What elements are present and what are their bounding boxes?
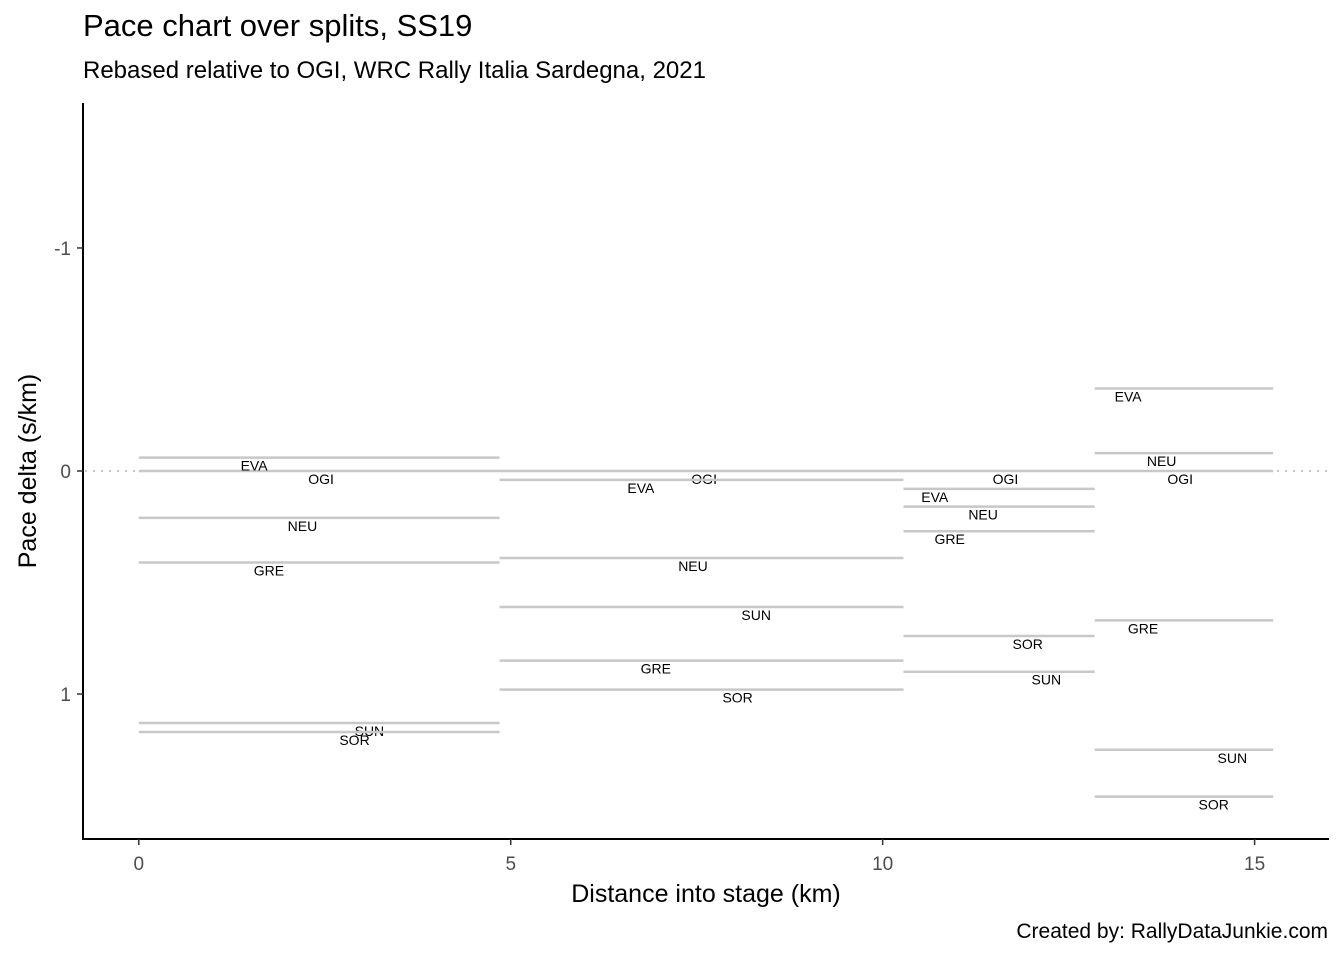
segment-label-neu-4: NEU <box>1147 453 1177 469</box>
segment-label-neu-2: NEU <box>678 558 708 574</box>
segment-label-ogi-3: OGI <box>993 471 1019 487</box>
y-tick-label: 0 <box>60 462 71 483</box>
segment-label-sun-2: SUN <box>741 607 771 623</box>
x-tick-label: 5 <box>505 854 516 875</box>
segment-label-sor-3: SOR <box>1013 636 1043 652</box>
segment-label-gre-4: GRE <box>1128 620 1158 636</box>
y-tick-label: -1 <box>54 239 71 260</box>
segment-label-gre-2: GRE <box>641 661 671 677</box>
segment-label-ogi-1: OGI <box>308 471 334 487</box>
segment-label-sor-2: SOR <box>722 690 752 706</box>
x-tick-label: 15 <box>1244 854 1265 875</box>
segment-label-sor-4: SOR <box>1199 797 1229 813</box>
segment-label-neu-3: NEU <box>968 507 998 523</box>
chart-caption: Created by: RallyDataJunkie.com <box>1016 920 1328 943</box>
segment-label-neu-1: NEU <box>288 518 318 534</box>
chart-subtitle: Rebased relative to OGI, WRC Rally Itali… <box>83 57 706 84</box>
segment-label-sun-4: SUN <box>1218 750 1248 766</box>
segment-label-gre-1: GRE <box>254 562 284 578</box>
segment-label-eva-1: EVA <box>241 458 269 474</box>
chart-title: Pace chart over splits, SS19 <box>83 8 473 43</box>
segment-label-eva-3: EVA <box>921 489 949 505</box>
segment-label-ogi-4: OGI <box>1167 471 1193 487</box>
segment-label-eva-4: EVA <box>1115 388 1143 404</box>
y-tick-label: 1 <box>60 685 71 706</box>
x-tick-label: 0 <box>134 854 145 875</box>
segment-label-gre-3: GRE <box>934 531 964 547</box>
segment-label-eva-2: EVA <box>627 480 655 496</box>
x-axis-title: Distance into stage (km) <box>571 880 841 908</box>
segment-label-sun-3: SUN <box>1032 672 1062 688</box>
x-tick-label: 10 <box>872 854 893 875</box>
y-axis-title: Pace delta (s/km) <box>14 374 42 569</box>
segment-label-sor-1: SOR <box>339 732 369 748</box>
